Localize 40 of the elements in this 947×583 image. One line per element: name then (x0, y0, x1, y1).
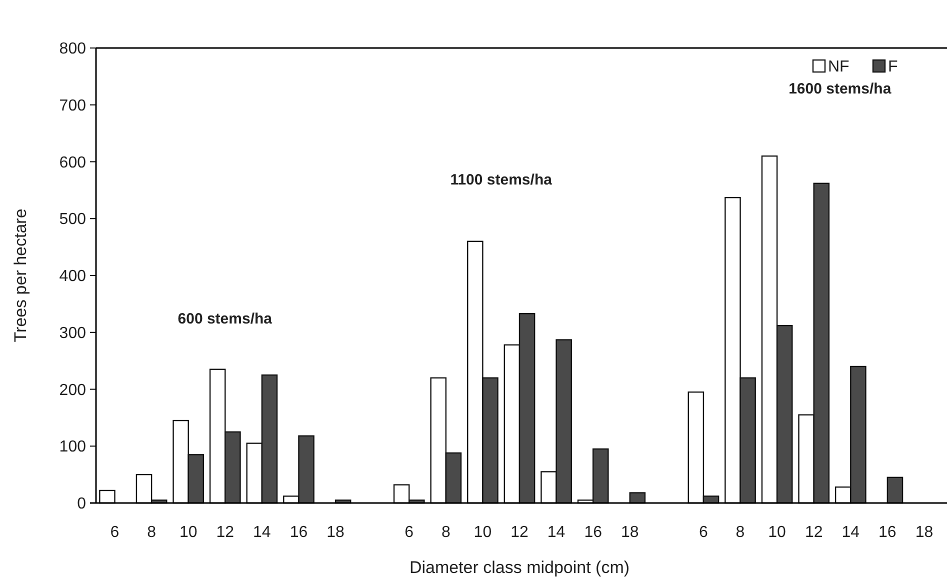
y-tick-label: 400 (59, 268, 86, 286)
annotation: 1600 stems/ha (788, 80, 892, 98)
y-tick-label: 300 (59, 324, 86, 342)
legend-label: NF (828, 58, 850, 76)
y-tick-label: 100 (59, 438, 86, 456)
x-axis-title: Diameter class midpoint (cm) (409, 558, 630, 577)
bar (886, 476, 904, 504)
y-tick-label: 800 (59, 40, 86, 58)
bar (629, 492, 646, 504)
x-tick-label: 14 (253, 524, 271, 541)
x-tick-label: 6 (404, 524, 414, 541)
x-tick-label: 10 (474, 524, 492, 541)
y-tick-label: 0 (77, 496, 86, 513)
y-tick-label: 600 (59, 154, 86, 172)
y-tick-label: 700 (59, 97, 86, 114)
x-tick-label: 12 (804, 524, 823, 541)
x-tick-label: 12 (510, 524, 528, 541)
x-tick-label: 6 (699, 524, 708, 541)
x-tick-label: 18 (620, 524, 639, 541)
x-tick-label: 6 (110, 524, 120, 541)
x-tick-label: 10 (768, 524, 786, 541)
x-tick-label: 16 (290, 524, 308, 541)
x-tick-label: 18 (915, 524, 934, 541)
legend-label: F (888, 58, 898, 76)
x-tick-label: 12 (216, 524, 234, 541)
x-tick-label: 18 (326, 524, 345, 541)
annotation: 1100 stems/ha (450, 172, 553, 188)
x-tick-label: 10 (179, 524, 198, 541)
y-tick-label: 500 (59, 211, 86, 228)
y-tick-label: 200 (59, 382, 86, 399)
x-tick-label: 8 (736, 524, 745, 541)
annotation: 600 stems/ha (178, 310, 273, 328)
x-tick-label: 16 (878, 524, 896, 541)
y-axis-title: Trees per hectare (11, 208, 30, 342)
x-tick-label: 8 (441, 524, 450, 541)
x-tick-label: 16 (584, 524, 602, 541)
x-tick-label: 14 (842, 524, 860, 541)
bar (99, 490, 116, 504)
x-tick-label: 8 (147, 524, 156, 541)
x-tick-label: 14 (547, 524, 566, 541)
